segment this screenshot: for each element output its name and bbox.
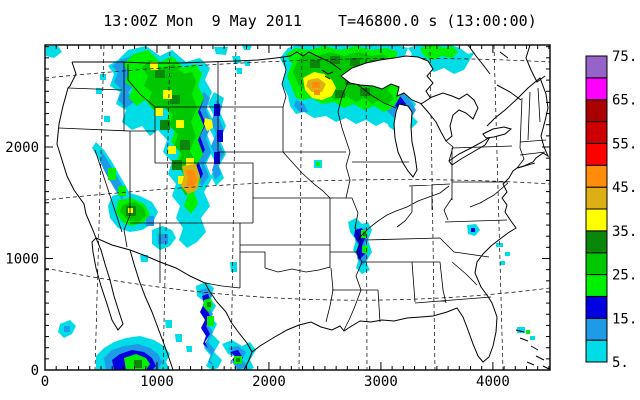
mexico-east-coast	[243, 351, 253, 370]
colorbar-cell	[585, 55, 608, 79]
meridian	[162, 45, 171, 370]
precip-level-45-50	[186, 82, 320, 188]
lake-erie	[448, 136, 491, 166]
colorbar-cell	[585, 164, 608, 188]
base-map	[56, 45, 550, 370]
parallel	[45, 58, 550, 79]
colorbar-cell	[585, 77, 608, 101]
colorbar-label: 35.	[612, 224, 637, 240]
x-axis-label: 4000	[476, 374, 510, 390]
colorbar-label: 5.	[612, 355, 629, 371]
meridian	[365, 45, 368, 370]
colorbar-cell	[585, 339, 608, 363]
lake-michigan	[393, 103, 418, 178]
y-axis-label: 2000	[5, 140, 39, 156]
x-axis-label: 3000	[364, 374, 398, 390]
colorbar-cell	[585, 317, 608, 341]
graticule	[45, 45, 550, 370]
meridian	[429, 45, 436, 370]
state-boundaries	[58, 56, 547, 331]
colorbar-tick-labels: 75. 65. 55. 45. 35. 25. 15. 5.	[612, 49, 637, 371]
meridian	[493, 45, 504, 370]
colorbar-cell	[585, 274, 608, 297]
lake-ontario	[482, 126, 513, 139]
axis-ticks	[44, 45, 550, 371]
precipitation-field	[46, 45, 535, 370]
colorbar-cell	[585, 252, 608, 276]
axis-tick-labels: 0 1000 2000 3000 4000 0 1000 2000	[5, 140, 509, 390]
meridian	[298, 45, 303, 370]
x-axis-label: 2000	[252, 374, 286, 390]
x-axis-label: 0	[41, 374, 49, 390]
plot-frame	[44, 44, 551, 371]
colorbar-cell	[585, 186, 608, 210]
colorbar-cell	[585, 230, 608, 254]
bahamas-islands	[515, 329, 550, 370]
y-axis-label: 1000	[5, 252, 39, 268]
colorbar-label: 25.	[612, 268, 637, 284]
colorbar-cell	[585, 142, 608, 166]
colorbar-cell	[585, 121, 608, 144]
parallel	[45, 179, 550, 201]
colorbar	[585, 55, 608, 363]
colorbar-label: 15.	[612, 311, 637, 327]
lake-huron	[420, 92, 479, 142]
baja-peninsula	[91, 237, 124, 331]
colorbar-cell	[585, 295, 608, 319]
y-axis-label: 0	[31, 363, 39, 379]
colorbar-cell	[585, 99, 608, 123]
parallel	[45, 267, 550, 301]
canada-lakes-rivers	[321, 45, 546, 101]
colorbar-label: 75.	[612, 49, 637, 65]
meridian	[94, 45, 105, 370]
colorbar-label: 65.	[612, 93, 637, 109]
colorbar-label: 55.	[612, 136, 637, 152]
colorbar-cell	[585, 208, 608, 232]
canada-border	[72, 51, 342, 71]
lake-superior	[340, 55, 434, 105]
meridian	[230, 45, 237, 370]
plot-title: 13:00Z Mon 9 May 2011 T=46800.0 s (13:00…	[103, 12, 537, 30]
mexico-west-coast	[129, 249, 174, 370]
x-axis-label: 1000	[140, 374, 174, 390]
colorbar-label: 45.	[612, 180, 637, 196]
